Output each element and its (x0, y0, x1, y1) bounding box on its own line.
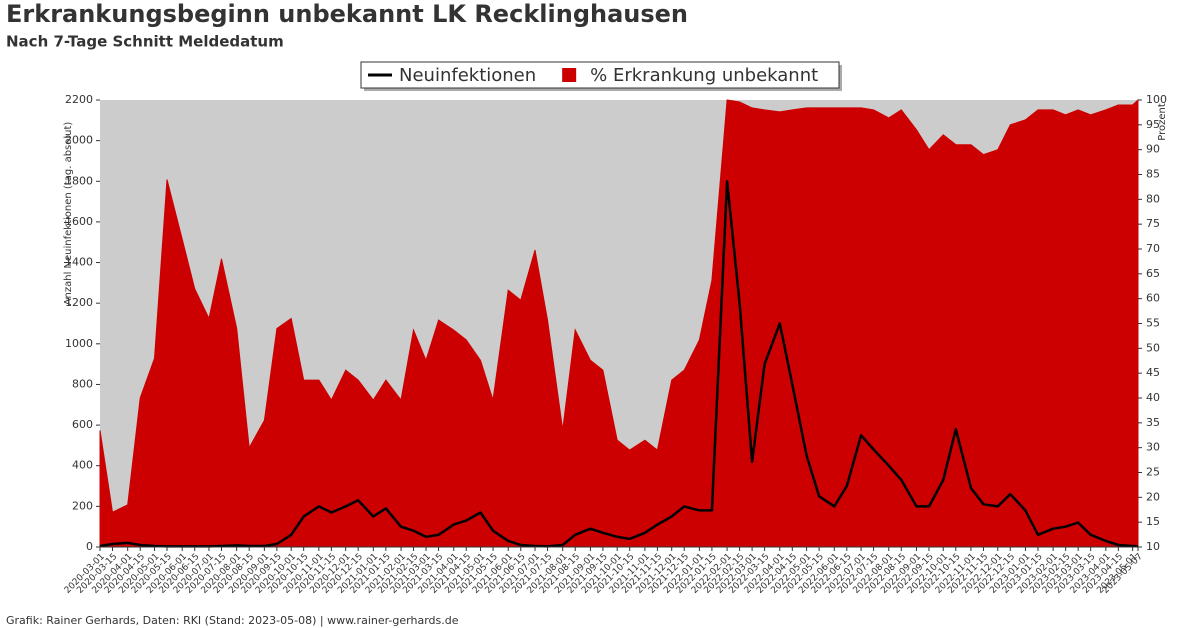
area (99, 98, 1139, 548)
y2-tick-label: 100 (1146, 93, 1167, 106)
y-tick-label: 0 (86, 540, 93, 553)
y2-tick-label: 30 (1146, 441, 1160, 454)
legend-swatch (562, 68, 577, 82)
y2-tick-label: 15 (1146, 515, 1160, 528)
y2-tick-label: 40 (1146, 391, 1160, 404)
y2-tick-label: 75 (1146, 217, 1160, 230)
y-tick-label: 1800 (65, 174, 93, 187)
y2-tick-label: 35 (1146, 416, 1160, 429)
y-tick-label: 200 (72, 499, 93, 512)
y-tick-label: 1600 (65, 215, 93, 228)
y2-tick-label: 20 (1146, 490, 1160, 503)
chart-subtitle: Nach 7-Tage Schnitt Meldedatum (6, 33, 284, 51)
y-tick-label: 400 (72, 459, 93, 472)
y-tick-label: 2200 (65, 93, 93, 106)
y2-tick-label: 25 (1146, 466, 1160, 479)
y2-tick-label: 50 (1146, 341, 1160, 354)
y2-tick-label: 85 (1146, 168, 1160, 181)
chart-title: Erkrankungsbeginn unbekannt LK Recklingh… (6, 0, 688, 28)
y2-tick-label: 45 (1146, 366, 1160, 379)
y-tick-label: 800 (72, 377, 93, 390)
y2-tick-label: 55 (1146, 317, 1160, 330)
y-axis-label: Anzahl Neuinfektionen (tag. absolut) (63, 122, 74, 306)
legend-box (360, 61, 840, 89)
y2-tick-label: 10 (1146, 540, 1160, 553)
line (99, 180, 1139, 548)
y-tick-label: 1200 (65, 296, 93, 309)
y2-tick-label: 90 (1146, 143, 1160, 156)
y-tick-label: 2000 (65, 134, 93, 147)
legend-label: Neuinfektionen (399, 65, 536, 86)
legend: Neuinfektionen % Erkrankung unbekannt (360, 61, 842, 91)
y2-tick-label: 80 (1146, 192, 1160, 205)
y2-tick-label: 95 (1146, 118, 1160, 131)
y2-tick-label: 70 (1146, 242, 1160, 255)
y-tick-label: 1000 (65, 337, 93, 350)
y-tick-label: 600 (72, 418, 93, 431)
y2-axis-label: Prozent (1157, 103, 1168, 141)
footer: Grafik: Rainer Gerhards, Daten: RKI (Sta… (6, 614, 459, 627)
legend-label: % Erkrankung unbekannt (590, 65, 818, 86)
y-tick-label: 1400 (65, 256, 93, 269)
y2-tick-label: 65 (1146, 267, 1160, 280)
y2-tick-label: 60 (1146, 292, 1160, 305)
